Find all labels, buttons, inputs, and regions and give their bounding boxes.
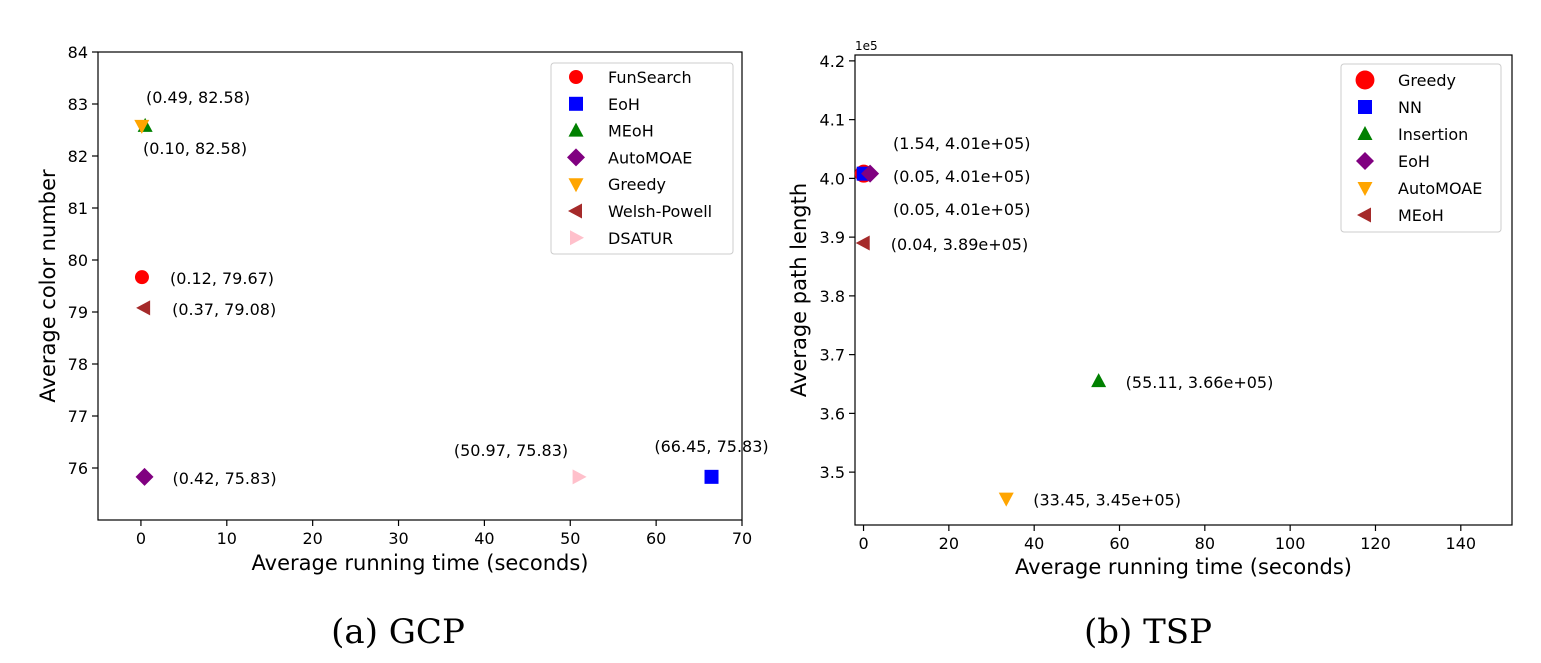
point-label-insertion: (55.11, 3.66e+05) [1126, 373, 1274, 392]
legend-marker-greedy [568, 178, 584, 193]
x-tick-label: 0 [858, 534, 868, 553]
y-tick-label: 3.9 [820, 228, 845, 247]
y-tick-label: 76 [68, 459, 88, 478]
y-tick-label: 78 [68, 355, 88, 374]
legend-box [550, 62, 734, 255]
y-tick-label: 84 [68, 43, 88, 62]
legend-marker-meoh [1357, 207, 1371, 223]
point-label-nn: (0.05, 4.01e+05) [893, 200, 1031, 219]
point-insertion [1091, 373, 1107, 388]
legend-label-funsearch: FunSearch [608, 68, 692, 87]
y-axis-label: Average path length [787, 183, 811, 397]
legend-label-meoh: MEoH [1398, 206, 1444, 225]
legend-marker-meoh [568, 122, 584, 137]
legend-label-nn: NN [1398, 98, 1422, 117]
legend-label-greedy: Greedy [608, 175, 666, 194]
y-tick-label: 3.6 [820, 404, 845, 423]
point-label-automoae: (0.42, 75.83) [173, 469, 277, 488]
legend-label-automoae: AutoMOAE [1398, 179, 1482, 198]
plot-frame [854, 54, 1513, 526]
x-tick-label: 50 [560, 529, 580, 548]
x-axis-label: Average running time (seconds) [1015, 555, 1352, 579]
y-tick-label: 3.5 [820, 463, 845, 482]
x-tick-label: 60 [646, 529, 666, 548]
legend-label-welsh-powell: Welsh-Powell [608, 202, 712, 221]
point-automoae [998, 492, 1014, 507]
point-eoh [704, 469, 719, 484]
legend-marker-automoae [567, 148, 585, 167]
y-tick-label: 4.2 [820, 52, 845, 71]
x-tick-label: 80 [1195, 534, 1215, 553]
caption-tsp: (b) TSP [1084, 612, 1212, 652]
legend-marker-welsh-powell [568, 203, 582, 219]
y-tick-label: 4.1 [820, 111, 845, 130]
point-dsatur [572, 469, 587, 485]
panel-tsp: 0 20 40 60 80 100 120 140 3.5 3.6 3.7 3.8 3.9 4.0 4.1 4… [787, 39, 1513, 652]
point-label-meoh: (0.49, 82.58) [146, 88, 250, 107]
y-tick-label: 81 [68, 199, 88, 218]
plot-frame [97, 51, 743, 521]
legend-marker-insertion [1357, 126, 1373, 140]
legend-marker-eoh [1356, 152, 1374, 170]
legend-label-eoh: EoH [608, 95, 640, 114]
x-axis-label: Average running time (seconds) [252, 551, 589, 575]
point-label-eoh: (1.54, 4.01e+05) [893, 134, 1031, 153]
x-tick-label: 0 [136, 529, 146, 548]
point-greedy [134, 119, 150, 134]
x-tick-label: 20 [302, 529, 322, 548]
point-label-meoh: (0.04, 3.89e+05) [891, 235, 1029, 254]
legend-marker-nn [1358, 100, 1372, 114]
y-tick-label: 82 [68, 147, 88, 166]
x-tick-label: 60 [1109, 534, 1129, 553]
legend-label-dsatur: DSATUR [608, 229, 673, 248]
point-label-dsatur: (50.97, 75.83) [454, 441, 568, 460]
axis-scale-note: 1e5 [855, 39, 878, 53]
point-welsh-powell [136, 300, 151, 316]
point-label-automoae: (33.45, 3.45e+05) [1033, 491, 1181, 510]
legend-marker-eoh [569, 96, 583, 111]
x-tick-label: 40 [1024, 534, 1044, 553]
y-tick-label: 77 [68, 407, 88, 426]
legend-marker-automoae [1357, 182, 1373, 196]
y-tick-label: 83 [68, 95, 88, 114]
point-funsearch [134, 270, 149, 285]
y-axis-label: Average color number [36, 169, 60, 403]
point-label-funsearch: (0.12, 79.67) [170, 269, 274, 288]
point-label-eoh: (66.45, 75.83) [654, 437, 768, 456]
y-tick-label: 4.0 [820, 169, 845, 188]
legend-box [1340, 63, 1502, 233]
point-label-welsh-powell: (0.37, 79.08) [172, 300, 276, 319]
x-tick-label: 140 [1446, 534, 1477, 553]
x-tick-label: 40 [474, 529, 494, 548]
y-tick-label: 80 [68, 251, 88, 270]
x-tick-label: 70 [732, 529, 752, 548]
x-tick-label: 100 [1275, 534, 1306, 553]
legend-label-insertion: Insertion [1398, 125, 1468, 144]
legend-label-eoh: EoH [1398, 152, 1430, 171]
legend-label-greedy: Greedy [1398, 71, 1456, 90]
point-automoae [135, 467, 154, 486]
y-tick-label: 3.8 [820, 287, 845, 306]
legend-label-meoh: MEoH [608, 122, 654, 141]
point-meoh [855, 235, 870, 251]
point-label-greedy: (0.10, 82.58) [143, 139, 247, 158]
legend: FunSearch EoH MEoH AutoMOAE Greedy Welsh-Powe… [550, 62, 734, 255]
x-tick-label: 10 [217, 529, 237, 548]
legend-marker-dsatur [570, 230, 584, 246]
point-eoh [861, 164, 880, 183]
y-tick-label: 79 [68, 303, 88, 322]
legend-marker-greedy [1355, 70, 1375, 90]
x-tick-label: 20 [939, 534, 959, 553]
legend: Greedy NN Insertion EoH AutoMOAE MEoH [1340, 63, 1502, 233]
caption-gcp: (a) GCP [331, 612, 465, 652]
legend-marker-funsearch [569, 70, 583, 84]
legend-label-automoae: AutoMOAE [608, 148, 692, 167]
x-tick-label: 30 [388, 529, 408, 548]
x-tick-label: 120 [1360, 534, 1391, 553]
point-label-greedy: (0.05, 4.01e+05) [893, 167, 1031, 186]
panel-gcp: 0 10 20 30 40 50 60 70 76 77 78 79 80 81 82 83 84 Average… [36, 43, 769, 652]
y-tick-label: 3.7 [820, 346, 845, 365]
